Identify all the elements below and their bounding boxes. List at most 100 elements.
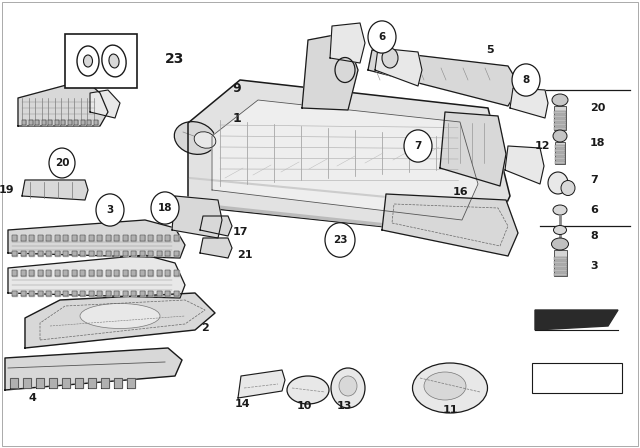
Text: 22: 22 [87,71,103,81]
Polygon shape [382,194,518,256]
Text: 3: 3 [590,261,598,271]
Polygon shape [114,378,122,388]
Ellipse shape [331,368,365,408]
Polygon shape [88,270,93,276]
Polygon shape [106,270,111,276]
Polygon shape [140,291,145,296]
Text: 13: 13 [336,401,352,411]
Text: 14: 14 [235,399,251,409]
Polygon shape [157,270,161,276]
Polygon shape [38,251,42,256]
Polygon shape [173,291,179,296]
Polygon shape [122,291,127,296]
Bar [555,142,565,164]
Polygon shape [165,291,170,296]
Polygon shape [140,270,145,276]
Polygon shape [88,235,93,241]
Ellipse shape [151,192,179,224]
Polygon shape [80,270,85,276]
Polygon shape [87,120,91,125]
Text: 20: 20 [55,158,69,168]
Ellipse shape [561,181,575,195]
Ellipse shape [80,303,160,328]
Text: 18: 18 [590,138,605,148]
Polygon shape [114,270,119,276]
Polygon shape [535,310,618,330]
Text: 7: 7 [590,175,598,185]
Polygon shape [63,251,68,256]
Text: 23: 23 [165,52,185,66]
Polygon shape [62,378,70,388]
Polygon shape [12,251,17,256]
Ellipse shape [382,48,398,68]
Bar [554,269,566,272]
Polygon shape [97,270,102,276]
Polygon shape [54,235,60,241]
Polygon shape [106,251,111,256]
Ellipse shape [552,94,568,106]
Polygon shape [48,120,52,125]
Ellipse shape [553,205,567,215]
Ellipse shape [174,121,216,155]
Text: 20: 20 [590,103,605,113]
Bar [554,127,566,130]
Polygon shape [88,251,93,256]
Polygon shape [25,293,215,348]
Text: 5: 5 [486,45,494,55]
Polygon shape [510,88,548,118]
Text: 8: 8 [590,231,598,241]
Polygon shape [29,235,34,241]
Polygon shape [54,120,58,125]
Polygon shape [67,120,72,125]
Ellipse shape [335,57,355,82]
Polygon shape [173,270,179,276]
Polygon shape [54,270,60,276]
Polygon shape [29,120,33,125]
Ellipse shape [413,363,488,413]
Polygon shape [106,235,111,241]
Bar [555,153,565,156]
Polygon shape [97,291,102,296]
Polygon shape [80,291,85,296]
Polygon shape [46,235,51,241]
Polygon shape [157,251,161,256]
Polygon shape [157,291,161,296]
Text: 3: 3 [106,205,114,215]
Bar [554,257,566,260]
Text: 11: 11 [442,405,458,415]
Bar [554,119,566,122]
Polygon shape [165,270,170,276]
Polygon shape [148,270,153,276]
Ellipse shape [552,238,568,250]
Polygon shape [63,291,68,296]
Polygon shape [72,270,77,276]
Polygon shape [20,291,26,296]
Polygon shape [101,378,109,388]
Polygon shape [63,270,68,276]
Polygon shape [36,378,44,388]
Polygon shape [72,251,77,256]
Polygon shape [42,120,45,125]
Text: 8: 8 [522,75,530,85]
Polygon shape [10,378,18,388]
Text: 4: 4 [28,393,36,403]
Polygon shape [148,235,153,241]
Polygon shape [46,251,51,256]
Text: 9: 9 [233,82,241,95]
Bar [555,145,565,148]
Text: 15: 15 [227,127,243,137]
Polygon shape [90,90,120,118]
Polygon shape [18,80,108,126]
Bar [554,273,566,276]
Polygon shape [80,251,85,256]
Polygon shape [97,235,102,241]
Bar [554,106,566,130]
Ellipse shape [109,54,119,68]
Polygon shape [131,251,136,256]
Polygon shape [114,251,119,256]
Ellipse shape [554,225,566,234]
Polygon shape [38,291,42,296]
Text: 00211908: 00211908 [550,373,604,383]
Bar [554,115,566,118]
Bar [554,111,566,114]
